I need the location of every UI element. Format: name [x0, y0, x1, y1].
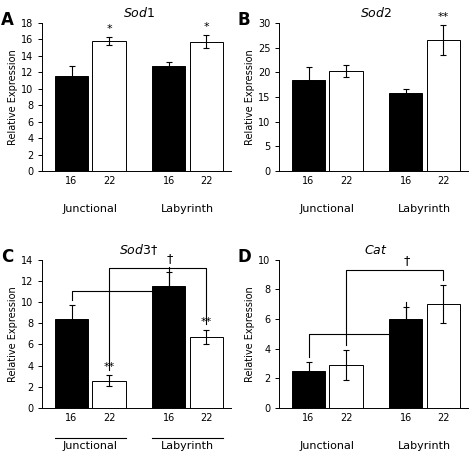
Text: $\bf{\it{Sod2}}$: $\bf{\it{Sod2}}$ [360, 6, 392, 20]
Text: D: D [237, 248, 251, 266]
Text: $\bf{\it{Sod3}}$†: $\bf{\it{Sod3}}$† [119, 242, 159, 257]
Bar [152, 66, 185, 171]
Bar [427, 304, 460, 408]
Bar [92, 41, 126, 171]
Bar [92, 381, 126, 408]
Bar [152, 286, 185, 408]
Text: Junctional: Junctional [63, 441, 118, 451]
Text: Junctional: Junctional [300, 441, 355, 451]
Bar [389, 93, 422, 171]
Bar [292, 80, 325, 171]
Text: †: † [166, 252, 173, 265]
Text: †: † [403, 254, 410, 267]
Bar [329, 71, 363, 171]
Y-axis label: Relative Expression: Relative Expression [8, 286, 18, 382]
Text: Labyrinth: Labyrinth [161, 204, 214, 214]
Text: **: ** [103, 362, 115, 372]
Text: A: A [0, 11, 14, 29]
Bar [292, 371, 325, 408]
Text: Junctional: Junctional [63, 204, 118, 214]
Text: Labyrinth: Labyrinth [161, 441, 214, 451]
Text: **: ** [201, 317, 212, 327]
Bar [329, 365, 363, 408]
Text: $\bf{\it{Cat}}$: $\bf{\it{Cat}}$ [364, 244, 388, 257]
Text: $\bf{\it{Sod1}}$: $\bf{\it{Sod1}}$ [123, 6, 155, 20]
Text: Labyrinth: Labyrinth [398, 441, 451, 451]
Text: C: C [0, 248, 13, 266]
Text: *: * [203, 22, 209, 32]
Bar [190, 337, 223, 408]
Text: *: * [106, 24, 112, 34]
Y-axis label: Relative Expression: Relative Expression [8, 49, 18, 145]
Bar [55, 76, 88, 171]
Text: **: ** [438, 12, 449, 22]
Y-axis label: Relative Expression: Relative Expression [245, 286, 255, 382]
Text: B: B [237, 11, 250, 29]
Text: Junctional: Junctional [300, 204, 355, 214]
Bar [55, 319, 88, 408]
Bar [427, 40, 460, 171]
Bar [389, 319, 422, 408]
Bar [190, 42, 223, 171]
Text: Labyrinth: Labyrinth [398, 204, 451, 214]
Y-axis label: Relative Expression: Relative Expression [245, 49, 255, 145]
